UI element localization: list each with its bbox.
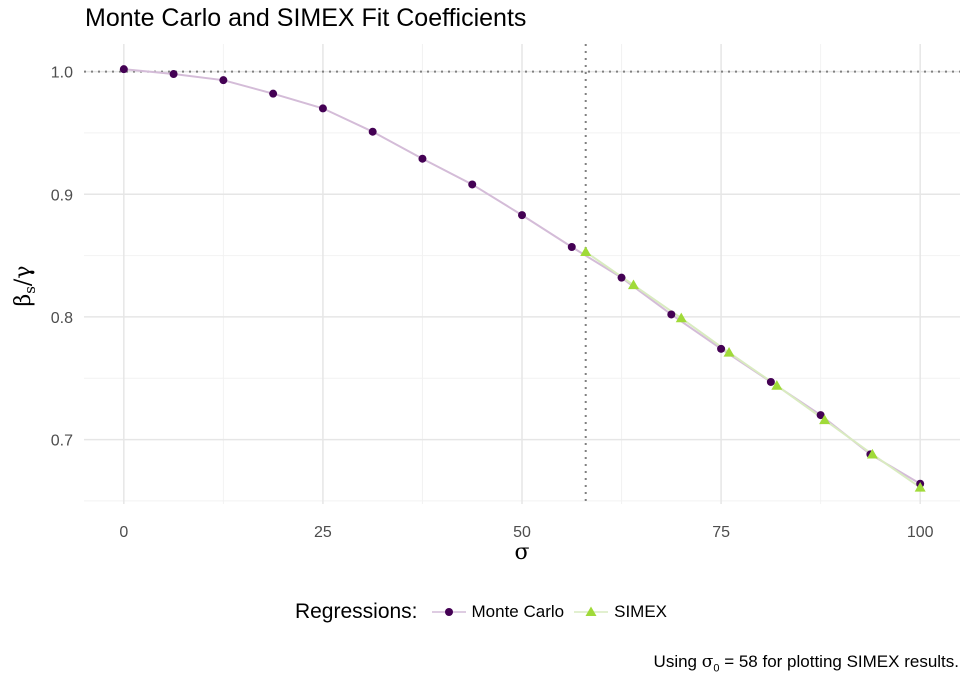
x-tick-label: 25 [314,524,332,541]
series-line-simex [585,251,921,489]
data-point-monte-carlo [816,411,825,420]
data-points [119,65,926,492]
x-tick-label: 75 [712,524,730,541]
tick-labels: 0 25 50 75 100 0.7 0.8 0.9 1.0 [51,65,934,541]
legend-key-monte-carlo [431,608,466,616]
data-point-simex [675,312,687,323]
data-point-monte-carlo [368,127,377,136]
data-point-monte-carlo [567,243,576,252]
x-tick-label: 0 [119,524,128,541]
legend: Regressions: Monte Carlo SIMEX [0,600,972,624]
x-axis-title: σ [514,540,529,565]
data-point-monte-carlo [219,76,228,85]
y-axis-title-sub: s [21,286,39,294]
data-point-monte-carlo [318,104,327,113]
data-point-monte-carlo [119,65,128,74]
y-tick-label: 0.9 [51,187,73,204]
data-point-monte-carlo [169,70,178,79]
y-axis-title: βs/γ [11,266,39,307]
data-point-simex [866,448,878,459]
caption-sigma: σ [701,652,714,672]
data-point-monte-carlo [717,344,726,353]
y-tick-label: 0.8 [51,310,73,327]
data-point-monte-carlo [269,89,278,98]
x-tick-label: 100 [907,524,934,541]
caption-suffix: = 58 for plotting SIMEX results. [719,652,959,671]
data-point-simex [580,246,592,257]
legend-title: Regressions: [294,600,418,623]
caption-prefix: Using [653,652,702,671]
legend-label-simex: SIMEX [614,602,668,621]
data-point-monte-carlo [418,154,427,163]
y-tick-label: 0.7 [51,433,73,450]
legend-key-simex [574,606,609,616]
legend-label-monte-carlo: Monte Carlo [471,602,565,621]
x-tick-label: 50 [513,524,531,541]
data-point-monte-carlo [518,211,526,220]
data-point-monte-carlo [667,310,676,319]
caption-sub: 0 [713,662,720,675]
data-point-monte-carlo [617,273,626,282]
y-axis-title-tail: /γ [11,266,36,287]
data-point-simex [723,347,735,357]
grid-lines [84,44,960,504]
y-axis-title-main: β [11,294,36,307]
data-point-simex [771,380,783,390]
legend-item-monte-carlo: Monte Carlo [431,601,565,623]
caption: Using σ0 = 58 for plotting SIMEX results… [654,652,959,674]
data-point-simex [627,279,639,290]
chart-title: Monte Carlo and SIMEX Fit Coefficients [85,4,527,32]
legend-item-simex: SIMEX [574,601,667,623]
data-point-monte-carlo [766,377,775,386]
y-tick-label: 1.0 [51,65,73,82]
data-point-simex [819,414,831,425]
data-point-simex [914,481,926,492]
data-point-monte-carlo [468,180,477,189]
